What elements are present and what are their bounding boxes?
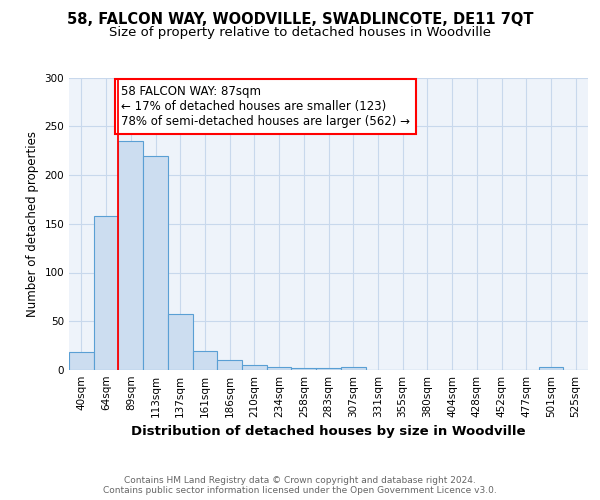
Y-axis label: Number of detached properties: Number of detached properties	[26, 130, 39, 317]
Text: 58 FALCON WAY: 87sqm
← 17% of detached houses are smaller (123)
78% of semi-deta: 58 FALCON WAY: 87sqm ← 17% of detached h…	[121, 86, 410, 128]
Text: Contains HM Land Registry data © Crown copyright and database right 2024.
Contai: Contains HM Land Registry data © Crown c…	[103, 476, 497, 495]
Bar	[341, 367, 365, 370]
Bar	[94, 216, 118, 370]
Bar	[316, 368, 341, 370]
Text: 58, FALCON WAY, WOODVILLE, SWADLINCOTE, DE11 7QT: 58, FALCON WAY, WOODVILLE, SWADLINCOTE, …	[67, 12, 533, 28]
Bar	[267, 367, 292, 370]
Bar	[168, 314, 193, 370]
Bar	[217, 360, 242, 370]
Bar	[539, 367, 563, 370]
Bar	[292, 368, 316, 370]
X-axis label: Distribution of detached houses by size in Woodville: Distribution of detached houses by size …	[131, 426, 526, 438]
Text: Size of property relative to detached houses in Woodville: Size of property relative to detached ho…	[109, 26, 491, 39]
Bar	[193, 350, 217, 370]
Bar	[242, 365, 267, 370]
Bar	[143, 156, 168, 370]
Bar	[69, 352, 94, 370]
Bar	[118, 141, 143, 370]
